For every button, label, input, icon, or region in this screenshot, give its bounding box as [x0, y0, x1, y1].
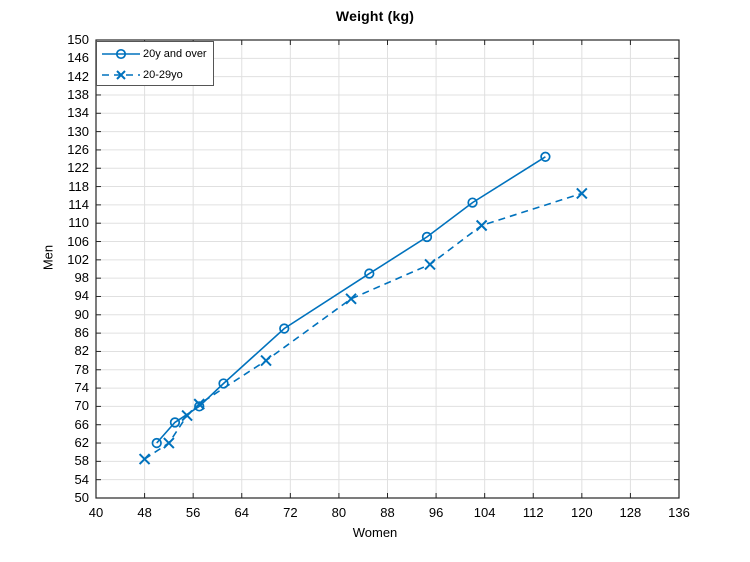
legend-item-1[interactable]: 20-29yo [97, 64, 215, 86]
x-tick-label: 64 [234, 505, 249, 520]
y-tick-label: 98 [74, 270, 89, 286]
series-line-0 [156, 156, 546, 444]
data-point-marker [260, 354, 272, 367]
y-tick-label: 82 [74, 343, 89, 359]
y-tick-label: 126 [67, 141, 89, 157]
x-tick-label: 80 [331, 505, 347, 520]
data-point-marker [475, 219, 488, 232]
legend-label-1: 20-29yo [143, 69, 183, 81]
y-tick-label: 134 [67, 105, 89, 121]
data-point-marker [194, 401, 205, 412]
y-tick-label: 142 [67, 68, 89, 84]
data-point-marker [421, 231, 433, 243]
x-tick-label: 40 [88, 505, 104, 520]
x-tick-label: 112 [522, 505, 544, 520]
data-point-marker [576, 187, 588, 200]
data-point-marker [151, 437, 162, 449]
y-tick-label: 54 [74, 471, 89, 487]
y-tick-label: 62 [74, 435, 89, 451]
y-tick-label: 50 [74, 490, 89, 505]
page-title: Weight (kg) [335, 8, 415, 24]
y-tick-label: 122 [67, 160, 89, 176]
chart-legend[interactable]: 20y and over 20-29yo [96, 41, 214, 86]
y-tick-label: 130 [67, 123, 89, 139]
y-tick-label: 58 [74, 453, 89, 469]
y-tick-label: 150 [67, 32, 89, 47]
x-tick-label: 120 [570, 505, 593, 520]
data-point-marker [345, 293, 357, 305]
y-tick-label: 114 [68, 196, 89, 212]
legend-item-0[interactable]: 20y and over [97, 43, 215, 65]
x-tick-label: 72 [283, 505, 298, 520]
x-tick-label: 136 [668, 505, 690, 520]
data-point-marker [279, 323, 290, 334]
y-tick-label: 78 [74, 361, 89, 377]
data-point-marker [424, 258, 436, 271]
y-tick-label: 66 [74, 416, 89, 432]
data-point-marker [138, 453, 151, 465]
y-tick-label: 146 [67, 50, 89, 66]
y-tick-label: 74 [74, 380, 89, 396]
x-tick-label: 96 [428, 505, 444, 520]
data-point-marker [467, 197, 478, 208]
data-point-marker [163, 437, 175, 449]
data-point-marker [181, 409, 193, 422]
legend-label-0: 20y and over [143, 48, 207, 60]
y-tick-label: 70 [74, 398, 89, 414]
x-tick-label: 56 [185, 505, 201, 520]
data-point-marker [540, 151, 551, 162]
x-tick-label: 104 [473, 505, 496, 520]
x-tick-label: 128 [619, 505, 642, 520]
legend-marker-x-icon [102, 70, 140, 80]
y-tick-label: 102 [67, 251, 89, 267]
data-point-marker [169, 417, 181, 428]
y-tick-label: 90 [74, 306, 89, 322]
y-tick-label: 86 [74, 325, 89, 341]
x-axis-label: Women [352, 525, 398, 540]
y-tick-label: 118 [68, 178, 89, 194]
y-tick-label: 138 [67, 86, 89, 102]
y-tick-label: 110 [68, 215, 89, 231]
x-tick-label: 88 [380, 505, 395, 520]
data-point-marker [193, 398, 205, 410]
y-tick-label: 106 [67, 233, 89, 249]
data-point-marker [364, 268, 375, 279]
x-tick-label: 48 [137, 505, 152, 520]
y-tick-label: 94 [74, 288, 89, 304]
legend-marker-circle-icon [102, 48, 140, 60]
